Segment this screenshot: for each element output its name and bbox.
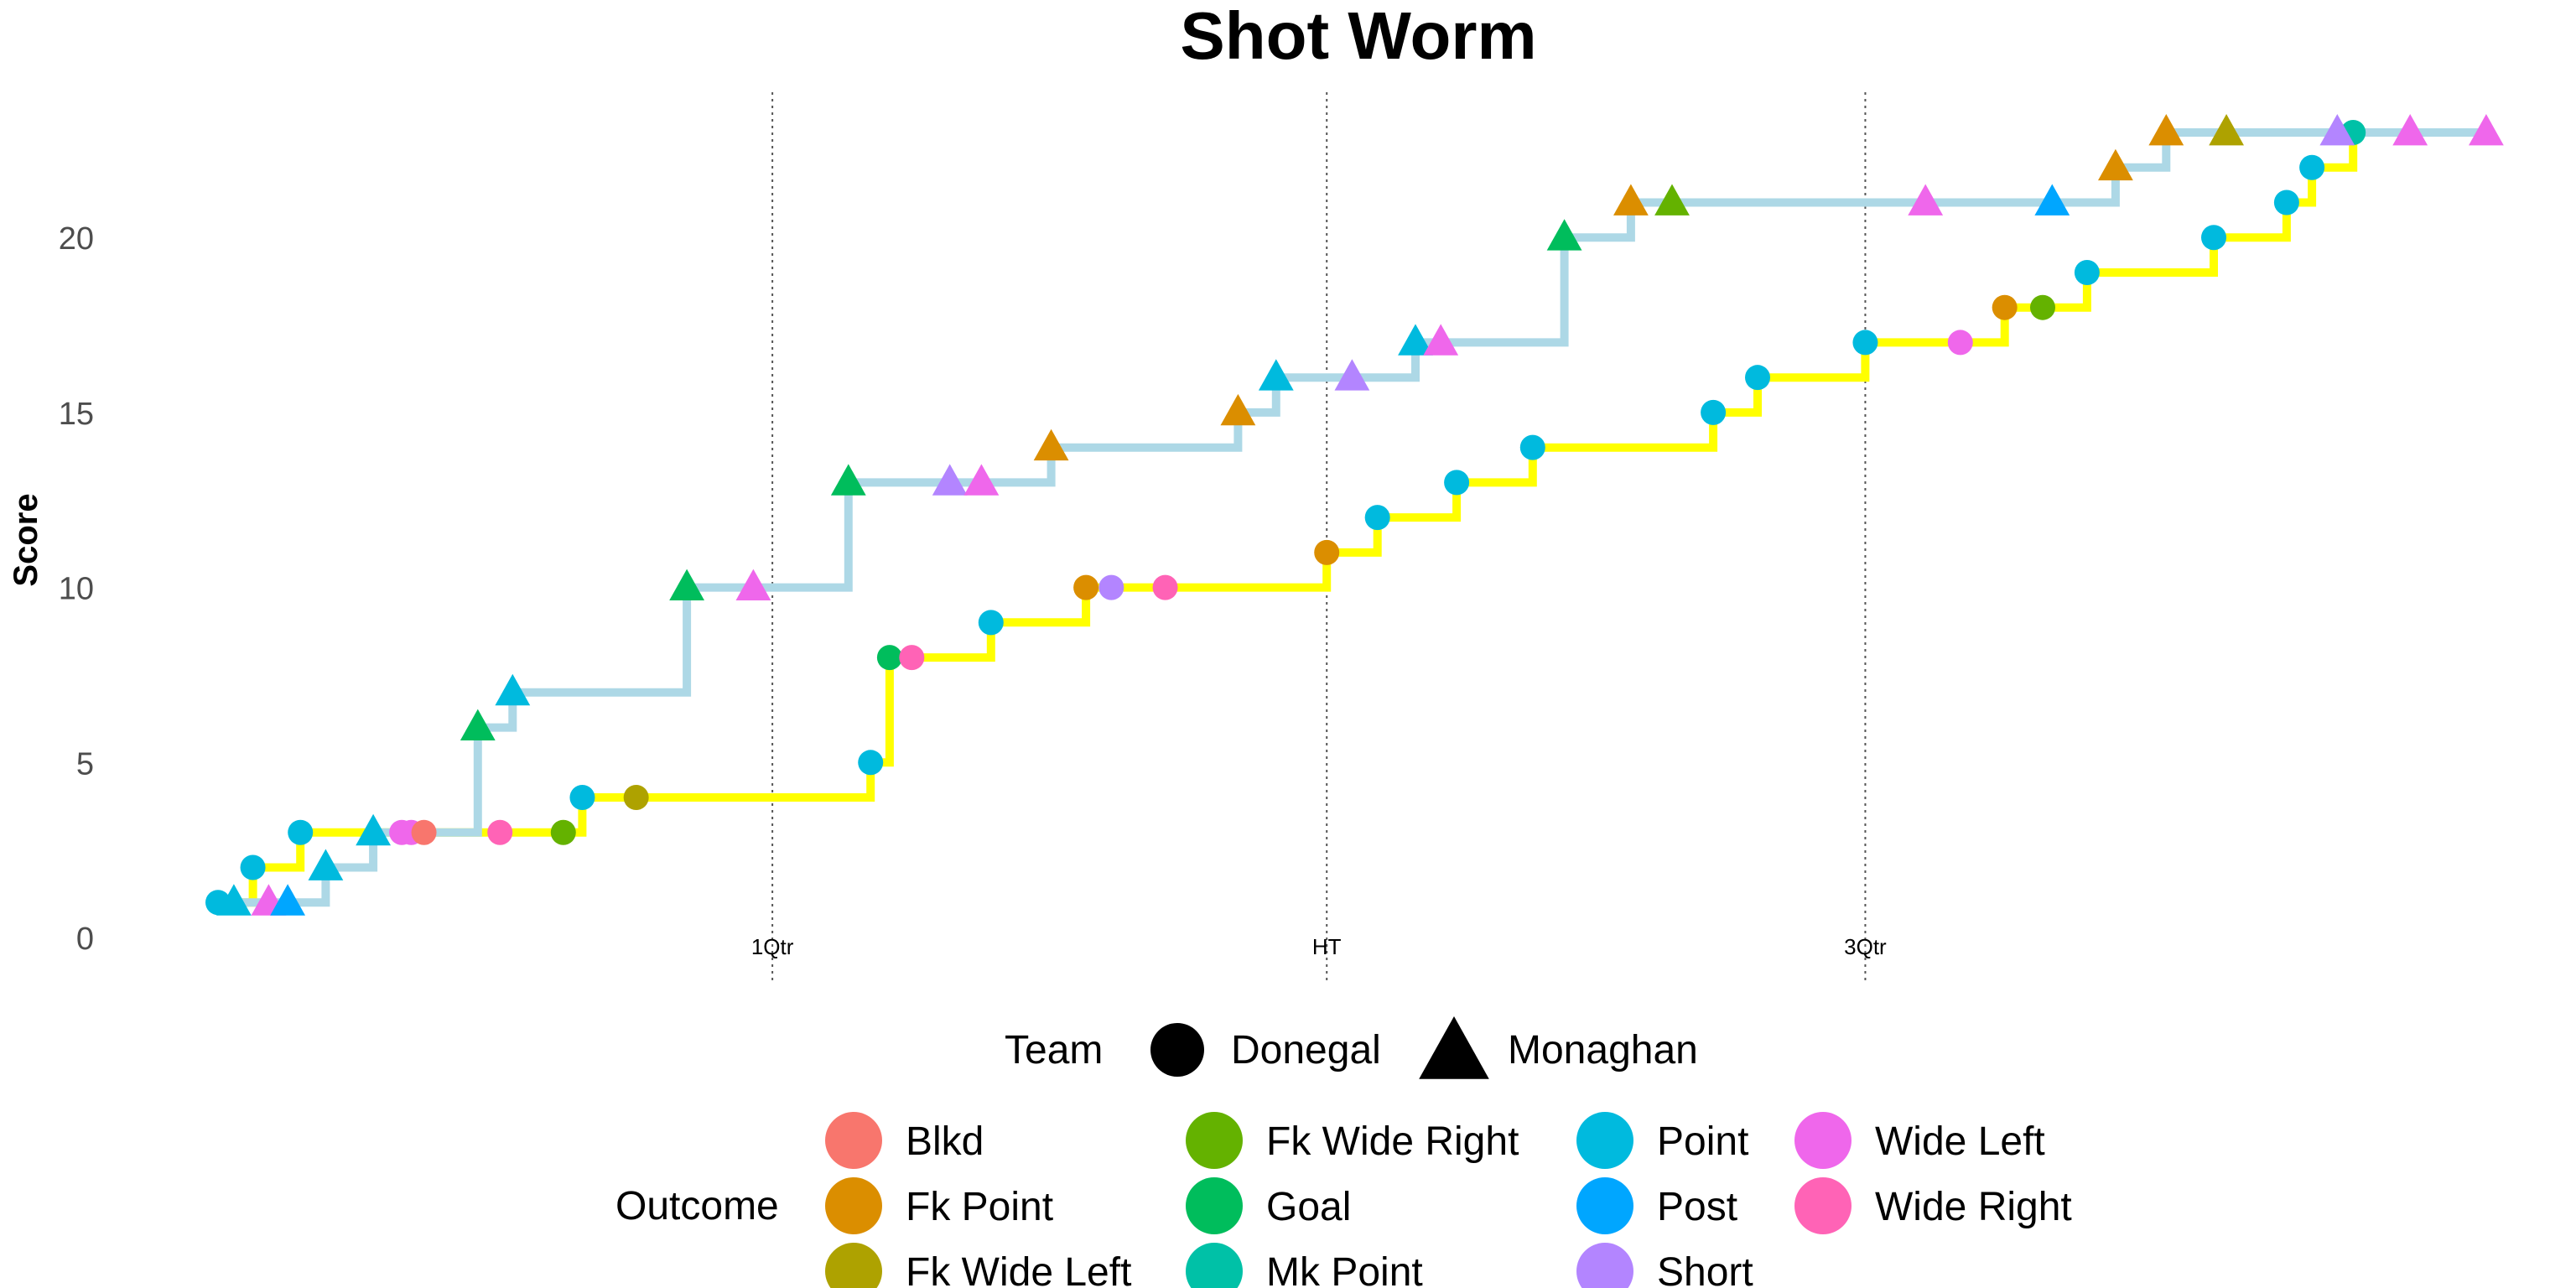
shot-point-donegal (1948, 330, 1973, 355)
series-points (205, 114, 2504, 916)
outcome-legend-label: Point (1657, 1119, 1748, 1164)
shot-point-donegal (877, 645, 902, 670)
series-lines (218, 132, 2486, 902)
outcome-legend-key (1576, 1243, 1633, 1288)
shot-point-donegal (979, 610, 1004, 635)
outcome-legend: Outcome Blkd Fk Point Fk Wide Left Fk Wide R… (615, 1112, 2072, 1288)
y-axis-label: Score (8, 493, 44, 586)
shot-point-donegal (551, 820, 576, 845)
shot-point-donegal (1098, 575, 1124, 600)
outcome-legend-label: Wide Left (1875, 1119, 2045, 1164)
outcome-legend-key (1794, 1177, 1852, 1234)
y-tick-label: 20 (59, 221, 94, 257)
shot-point-donegal (624, 785, 649, 810)
shot-point-donegal (1314, 540, 1339, 565)
outcome-legend-key (1186, 1177, 1243, 1234)
outcome-legend-key (1186, 1112, 1243, 1169)
team-legend: Team Donegal Monaghan (1005, 1016, 1698, 1079)
y-tick-label: 5 (76, 746, 94, 782)
shot-worm-chart: Shot Worm Score 0 5 10 15 20 1Qtr HT 3Qtr Team… (0, 0, 2576, 1288)
quarter-marker-label: 3Qtr (1844, 934, 1887, 959)
outcome-legend-label: Fk Point (906, 1185, 1053, 1229)
shot-point-donegal (288, 820, 313, 845)
shot-point-donegal (2030, 295, 2055, 320)
shot-point-donegal (1444, 470, 1469, 495)
y-axis-ticks: 0 5 10 15 20 (59, 221, 94, 957)
shot-point-donegal (1153, 575, 1178, 600)
shot-point-donegal (1992, 295, 2018, 320)
shot-point-donegal (487, 820, 512, 845)
outcome-legend-label: Fk Wide Right (1266, 1119, 1519, 1164)
outcome-legend-label: Goal (1266, 1185, 1351, 1229)
outcome-legend-label: Fk Wide Left (906, 1250, 1131, 1288)
outcome-legend-key (825, 1177, 882, 1234)
shot-point-donegal (1701, 400, 1726, 425)
shot-point-donegal (1745, 365, 1770, 390)
team-legend-key-triangle (1419, 1016, 1489, 1079)
shot-point-donegal (1852, 330, 1877, 355)
quarter-markers: 1Qtr HT 3Qtr (751, 92, 1887, 983)
team-legend-title: Team (1005, 1028, 1103, 1072)
shot-point-donegal (858, 750, 883, 775)
outcome-legend-label: Post (1657, 1185, 1737, 1229)
outcome-legend-key (1186, 1243, 1243, 1288)
series-line-monaghan (234, 132, 2486, 902)
chart-title: Shot Worm (1180, 0, 1536, 73)
y-tick-label: 10 (59, 572, 94, 607)
shot-point-donegal (569, 785, 595, 810)
outcome-legend-label: Blkd (906, 1119, 984, 1164)
shot-point-donegal (2075, 260, 2100, 285)
shot-point-donegal (1073, 575, 1098, 600)
shot-point-donegal (412, 820, 437, 845)
team-legend-label: Monaghan (1508, 1028, 1698, 1072)
outcome-legend-key (825, 1243, 882, 1288)
outcome-legend-title: Outcome (615, 1184, 779, 1228)
shot-point-donegal (2299, 155, 2324, 180)
shot-point-donegal (1365, 505, 1390, 530)
shot-point-donegal (899, 645, 924, 670)
outcome-legend-label: Short (1657, 1250, 1753, 1288)
quarter-marker-label: 1Qtr (751, 934, 794, 959)
outcome-legend-key (1576, 1177, 1633, 1234)
outcome-legend-label: Wide Right (1875, 1185, 2072, 1229)
y-tick-label: 0 (76, 922, 94, 957)
y-tick-label: 15 (59, 397, 94, 432)
outcome-legend-key (1576, 1112, 1633, 1169)
shot-point-donegal (2201, 225, 2226, 250)
team-legend-key-circle (1150, 1023, 1204, 1077)
team-legend-label: Donegal (1231, 1028, 1381, 1072)
shot-point-donegal (1520, 435, 1545, 460)
quarter-marker-label: HT (1312, 934, 1342, 959)
outcome-legend-key (1794, 1112, 1852, 1169)
shot-point-donegal (241, 855, 266, 880)
series-line-donegal (218, 132, 2353, 902)
shot-point-donegal (2274, 190, 2299, 215)
outcome-legend-label: Mk Point (1266, 1250, 1423, 1288)
outcome-legend-key (825, 1112, 882, 1169)
